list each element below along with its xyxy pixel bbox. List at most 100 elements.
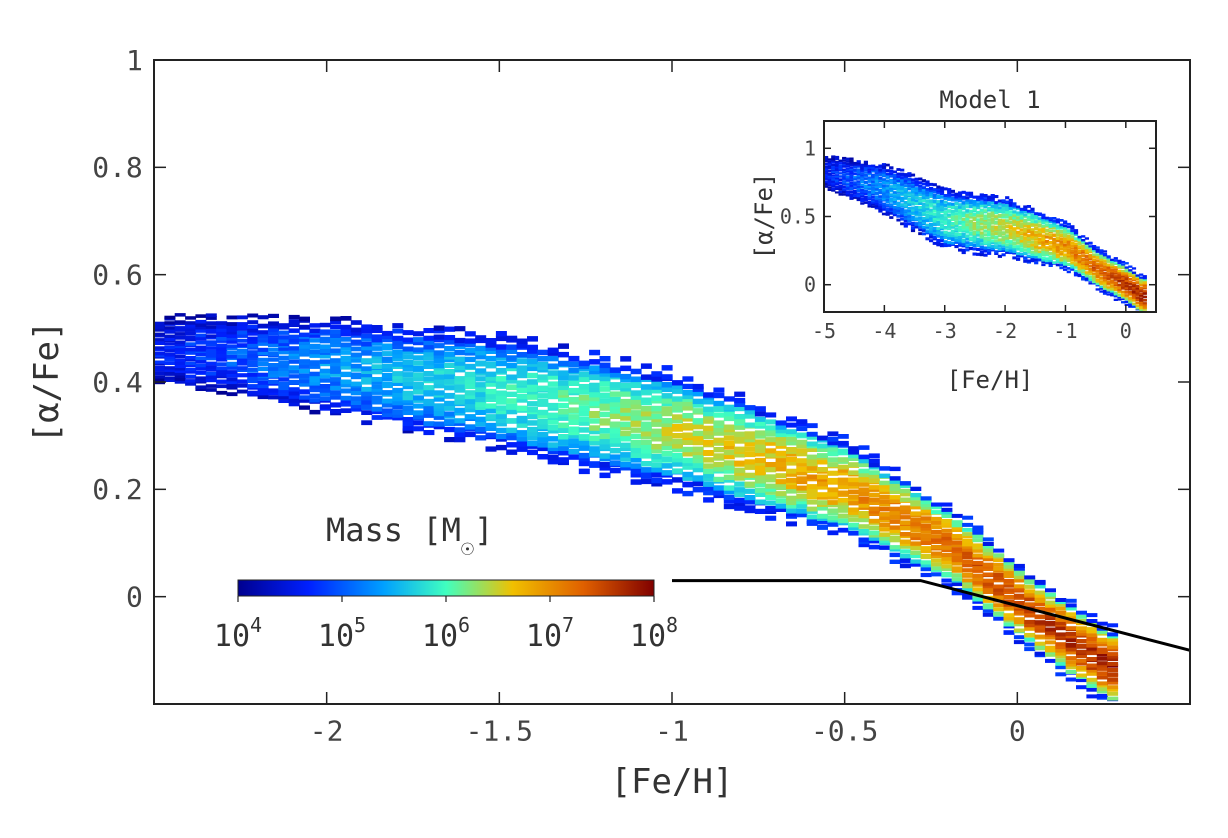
density-cell — [987, 251, 992, 255]
density-cell — [871, 193, 876, 196]
density-cell — [154, 321, 165, 325]
inset-x-tick-label: -1 — [1053, 319, 1077, 343]
density-cell — [990, 194, 995, 198]
density-cell — [958, 243, 963, 247]
density-cell — [817, 525, 828, 530]
density-cell — [914, 191, 919, 195]
density-cell — [1121, 280, 1126, 283]
density-cell — [713, 412, 725, 418]
density-cell — [1003, 564, 1015, 569]
density-cell — [899, 557, 911, 563]
density-cell — [164, 378, 176, 382]
density-cell — [1003, 583, 1015, 588]
density-cell — [827, 487, 839, 493]
density-cell — [361, 379, 373, 385]
density-cell — [537, 419, 549, 425]
density-cell — [914, 202, 919, 205]
density-cell — [1045, 627, 1056, 632]
density-cell — [527, 379, 538, 385]
density-cell — [1023, 229, 1028, 233]
density-cell — [874, 200, 879, 204]
density-cell — [849, 176, 854, 179]
density-cell — [848, 522, 860, 528]
density-cell — [340, 328, 352, 333]
density-cell — [1088, 249, 1093, 253]
density-cell — [1131, 275, 1137, 279]
density-cell — [990, 201, 995, 205]
density-cell — [1117, 263, 1122, 266]
density-cell — [1024, 577, 1036, 582]
density-cell — [1135, 304, 1140, 307]
density-cell — [1008, 235, 1013, 239]
density-cell — [1106, 277, 1111, 280]
density-cell — [941, 560, 953, 565]
density-cell — [1059, 230, 1064, 233]
density-cell — [900, 196, 905, 200]
density-cell — [889, 506, 901, 512]
density-cell — [568, 414, 580, 420]
density-cell — [1026, 238, 1031, 241]
inset-x-tick-label: -4 — [872, 319, 896, 343]
density-cell — [910, 226, 916, 230]
density-cell — [1034, 255, 1039, 259]
density-cell — [423, 412, 435, 418]
density-cell — [299, 398, 310, 403]
density-cell — [319, 359, 331, 364]
density-cell — [661, 382, 673, 388]
density-cell — [1142, 282, 1147, 285]
density-cell — [845, 179, 850, 182]
density-cell — [1048, 218, 1053, 222]
density-cell — [174, 364, 186, 368]
density-cell — [1001, 215, 1006, 219]
density-cell — [350, 396, 362, 401]
density-cell — [485, 393, 497, 399]
density-cell — [845, 175, 850, 178]
density-cell — [713, 476, 725, 483]
density-cell — [1055, 665, 1067, 670]
density-cell — [929, 195, 934, 198]
density-cell — [516, 415, 528, 422]
density-cell — [827, 162, 832, 165]
density-cell — [216, 379, 228, 384]
density-cell — [1016, 238, 1021, 242]
density-cell — [682, 432, 694, 438]
density-cell — [392, 412, 404, 418]
density-cell — [1096, 663, 1108, 668]
density-cell — [247, 320, 259, 325]
density-cell — [775, 473, 787, 479]
density-cell — [1081, 257, 1086, 261]
density-cell — [838, 164, 843, 167]
density-cell — [216, 333, 228, 337]
density-cell — [1092, 272, 1097, 275]
density-cell — [900, 209, 905, 213]
density-cell — [216, 390, 228, 395]
density-cell — [914, 180, 919, 184]
density-cell — [589, 428, 601, 435]
density-cell — [734, 467, 746, 473]
density-cell — [931, 516, 942, 521]
density-cell — [371, 390, 383, 395]
density-cell — [994, 195, 999, 199]
density-cell — [340, 331, 352, 337]
density-cell — [1131, 281, 1137, 285]
density-cell — [703, 481, 715, 487]
density-cell — [856, 171, 861, 174]
density-cell — [1084, 237, 1089, 240]
density-cell — [361, 391, 373, 397]
density-cell — [268, 388, 279, 393]
density-cell — [871, 177, 876, 181]
density-cell — [817, 453, 828, 458]
density-cell — [842, 178, 847, 181]
density-cell — [713, 400, 725, 407]
density-cell — [1095, 262, 1100, 265]
density-cell — [226, 384, 238, 388]
density-cell — [860, 167, 865, 170]
density-cell — [997, 231, 1002, 235]
density-cell — [939, 210, 945, 214]
density-cell — [236, 389, 248, 394]
density-cell — [609, 447, 621, 454]
density-cell — [947, 236, 952, 240]
density-cell — [1139, 281, 1144, 285]
density-cell — [1019, 222, 1024, 226]
density-cell — [837, 480, 849, 486]
